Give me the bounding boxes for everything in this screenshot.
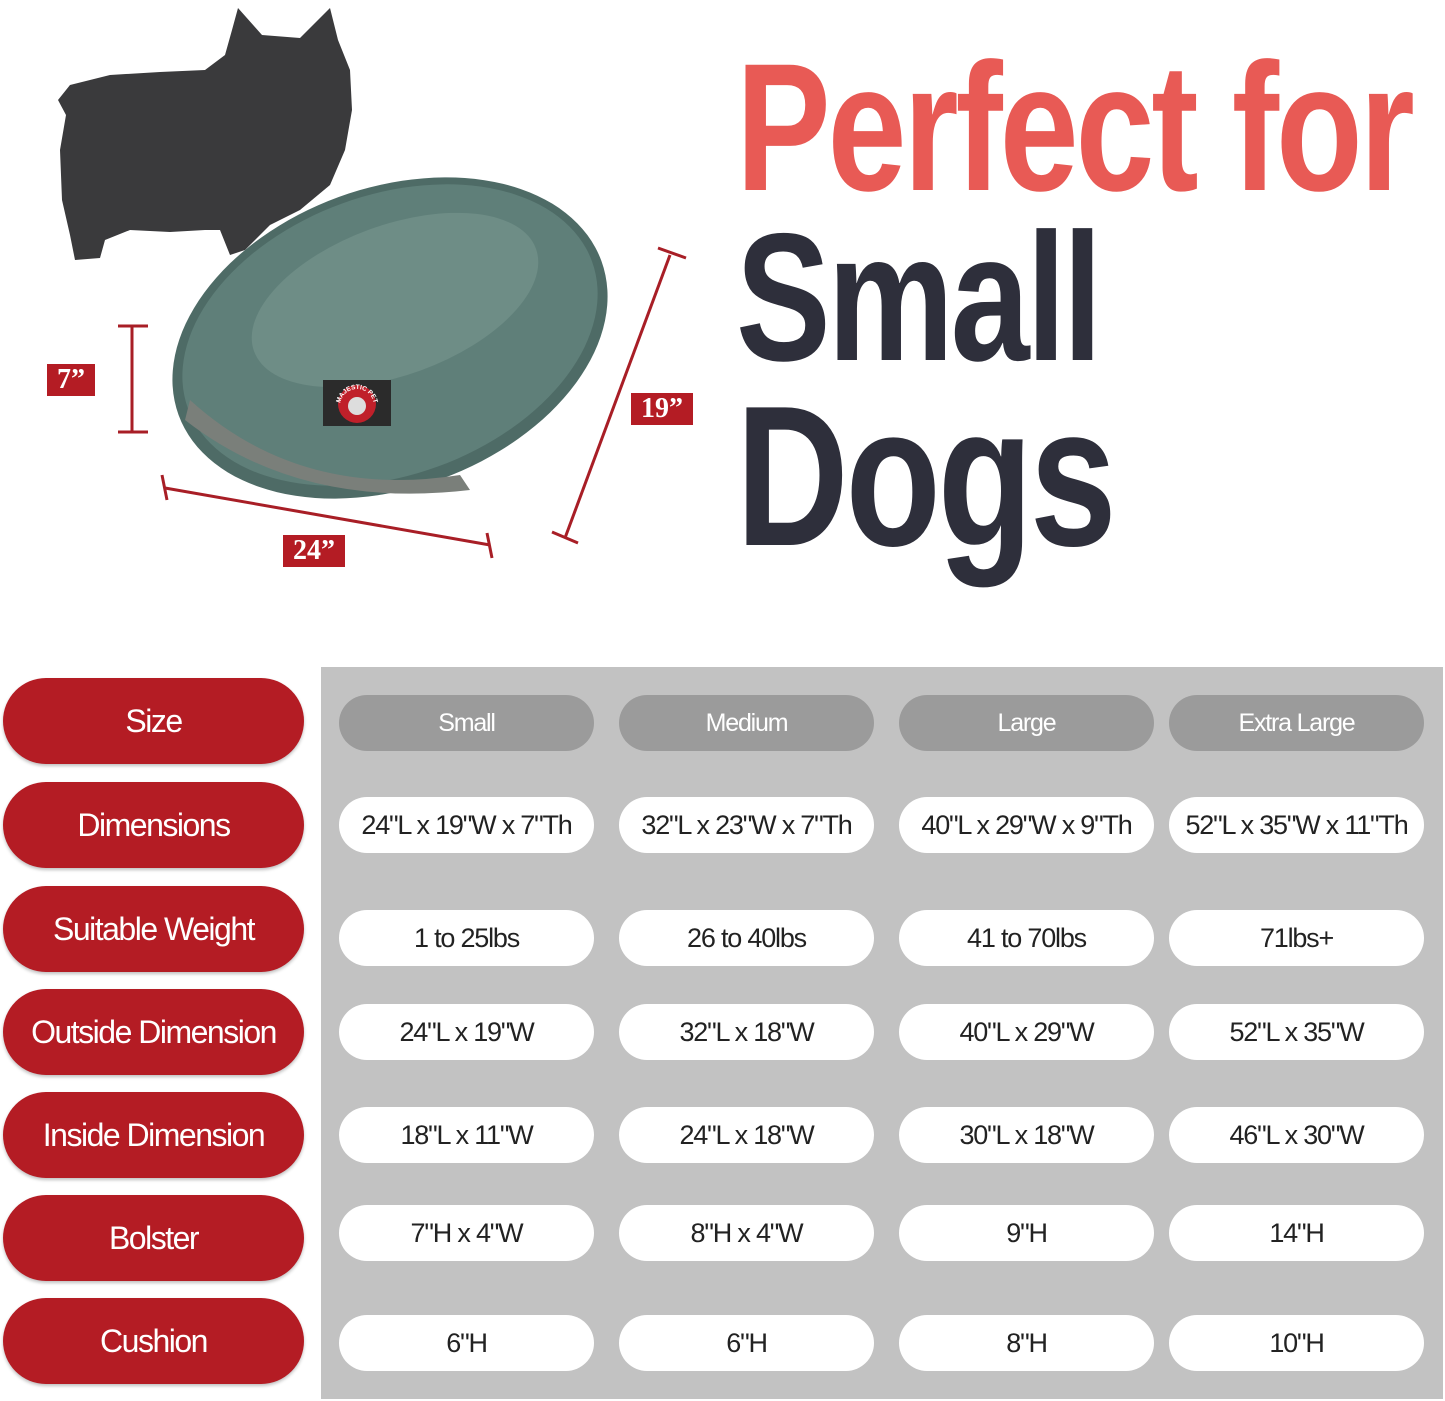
table-cell: 8"H x 4"W — [619, 1205, 874, 1261]
column-header: Extra Large — [1169, 695, 1424, 751]
column-header: Medium — [619, 695, 874, 751]
table-cell: 6"H — [619, 1315, 874, 1371]
headline-line-1: Perfect for — [736, 25, 1415, 229]
table-cell: 14"H — [1169, 1205, 1424, 1261]
height-dimension-label: 7” — [47, 364, 95, 396]
table-cell: 7"H x 4"W — [339, 1205, 594, 1261]
table-cell: 24"L x 18"W — [619, 1107, 874, 1163]
dog-bed-icon — [172, 177, 608, 499]
row-label: Cushion — [3, 1298, 304, 1384]
table-cell: 18"L x 11"W — [339, 1107, 594, 1163]
headline-line-2: Small — [736, 195, 1102, 399]
table-cell: 40"L x 29"W x 9"Th — [899, 797, 1154, 853]
headline-line-3: Dogs — [736, 365, 1117, 588]
table-cell: 6"H — [339, 1315, 594, 1371]
table-cell: 9"H — [899, 1205, 1154, 1261]
table-cell: 24"L x 19"W — [339, 1004, 594, 1060]
table-cell: 1 to 25lbs — [339, 910, 594, 966]
row-label: Suitable Weight — [3, 886, 304, 972]
table-cell: 26 to 40lbs — [619, 910, 874, 966]
dog-silhouette-icon — [58, 8, 352, 260]
table-cell: 41 to 70lbs — [899, 910, 1154, 966]
row-label: Bolster — [3, 1195, 304, 1281]
table-cell: 46"L x 30"W — [1169, 1107, 1424, 1163]
table-cell: 52"L x 35"W x 11"Th — [1169, 797, 1424, 853]
table-cell: 32"L x 18"W — [619, 1004, 874, 1060]
column-header: Large — [899, 695, 1154, 751]
row-label: Size — [3, 678, 304, 764]
table-cell: 71lbs+ — [1169, 910, 1424, 966]
table-cell: 32"L x 23"W x 7"Th — [619, 797, 874, 853]
row-label: Dimensions — [3, 782, 304, 868]
column-header: Small — [339, 695, 594, 751]
row-label: Outside Dimension — [3, 989, 304, 1075]
dimension-lines — [118, 246, 687, 559]
row-label: Inside Dimension — [3, 1092, 304, 1178]
table-cell: 8"H — [899, 1315, 1154, 1371]
table-cell: 40"L x 29"W — [899, 1004, 1154, 1060]
width-dimension-label: 19” — [631, 393, 693, 425]
table-cell: 24"L x 19"W x 7"Th — [339, 797, 594, 853]
table-cell: 10"H — [1169, 1315, 1424, 1371]
product-illustration: MAJESTIC PET — [58, 8, 687, 559]
table-cell: 30"L x 18"W — [899, 1107, 1154, 1163]
length-dimension-label: 24” — [283, 535, 345, 567]
brand-patch-icon: MAJESTIC PET — [323, 380, 391, 426]
table-cell: 52"L x 35"W — [1169, 1004, 1424, 1060]
